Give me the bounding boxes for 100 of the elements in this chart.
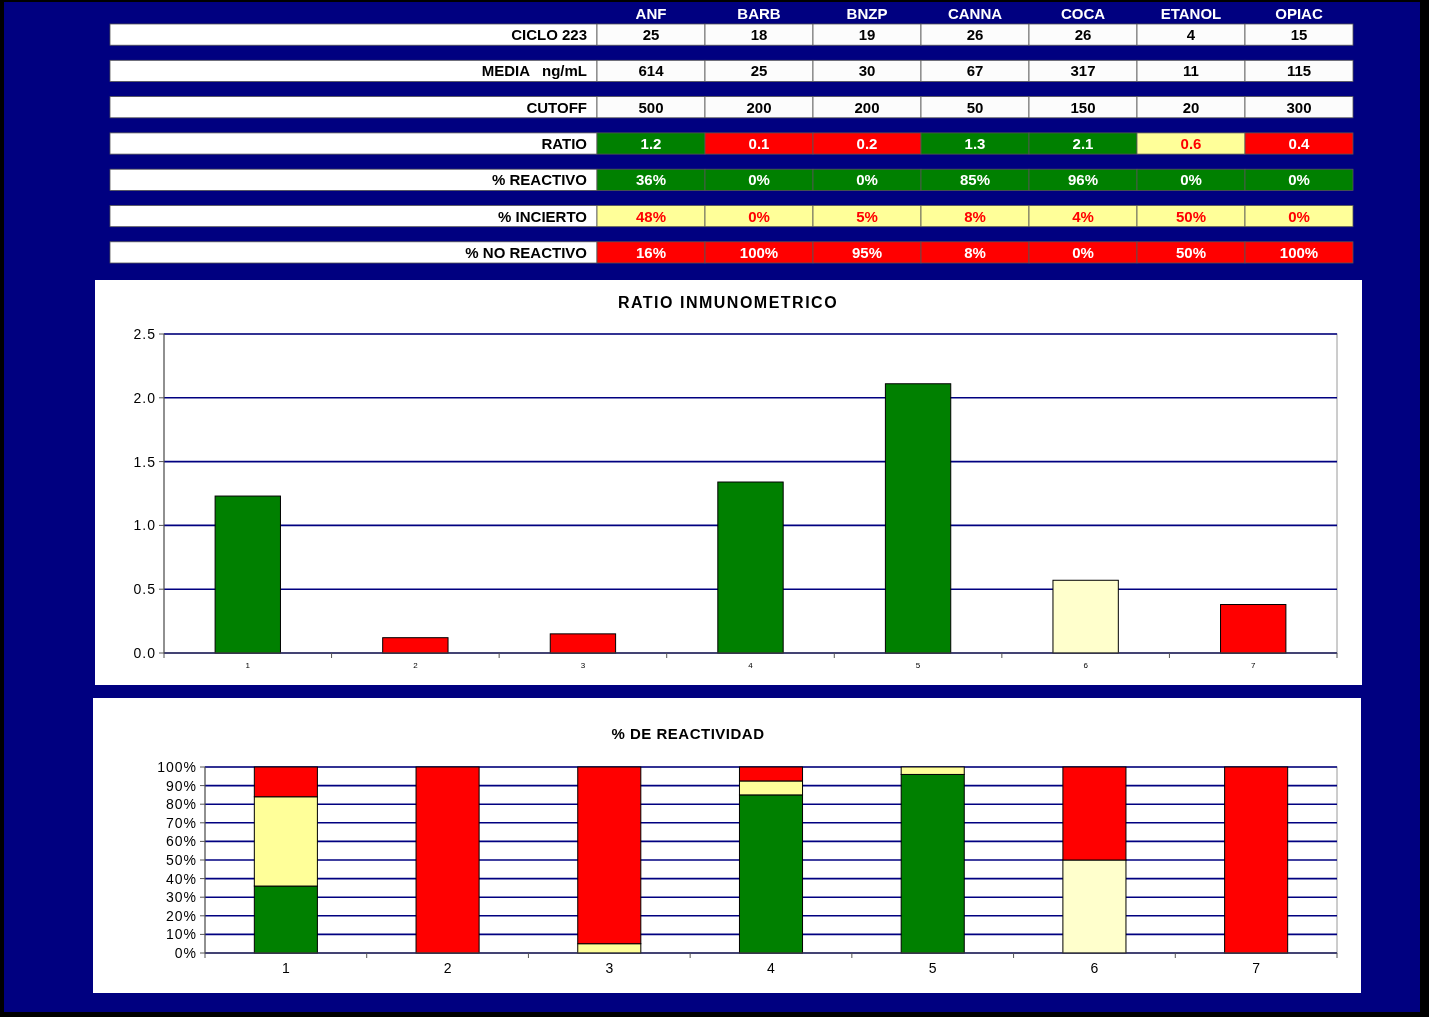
x-tick-label: 7 <box>1250 661 1256 670</box>
y-tick-label: % REACTIVO <box>491 171 588 189</box>
y-tick-label: 60% <box>165 833 197 850</box>
y-tick-label: 80% <box>165 796 197 813</box>
data-label: 15 <box>1290 26 1308 43</box>
data-label: 8% <box>964 207 986 225</box>
data-label: 25 <box>750 62 768 80</box>
data-label: 1.2 <box>640 134 662 152</box>
data-label: 150 <box>1070 98 1096 116</box>
data-label: 0% <box>1072 243 1094 261</box>
x-tick-label: 3 <box>605 960 614 976</box>
data-label: 36% <box>635 171 667 189</box>
data-label: 100% <box>1279 243 1319 261</box>
data-label: 85% <box>959 171 991 189</box>
data-label: 0% <box>1180 171 1202 189</box>
data-label: 300 <box>1286 98 1312 116</box>
y-tick-label: MEDIA ng/mL <box>481 62 587 80</box>
data-label: 614 <box>638 62 665 80</box>
data-label: 30 <box>858 62 876 80</box>
data-label: 26 <box>966 26 984 43</box>
data-label: 200 <box>746 98 772 116</box>
y-tick-label: 100% <box>157 759 197 776</box>
data-label: 0% <box>748 171 770 189</box>
data-label: 95% <box>851 243 883 261</box>
y-tick-label: 90% <box>165 777 197 794</box>
y-tick-label: 50% <box>165 852 197 869</box>
y-tick-label: 0% <box>174 945 197 962</box>
data-label: 16% <box>635 243 667 261</box>
data-label: 50% <box>1175 207 1207 225</box>
data-label: 2.1 <box>1072 134 1094 152</box>
data-label: 26 <box>1074 26 1092 43</box>
data-label: 115 <box>1286 62 1312 80</box>
data-label: 500 <box>638 98 664 116</box>
data-label: 0.4 <box>1288 134 1311 152</box>
y-tick-label: 1.5 <box>133 453 156 470</box>
data-label: 48% <box>635 207 667 225</box>
data-label: 100% <box>739 243 779 261</box>
x-tick-label: 4 <box>767 960 776 976</box>
bar <box>884 383 952 654</box>
x-tick-label: 1 <box>281 960 290 976</box>
data-label: 67 <box>966 62 984 80</box>
x-tick-label: 5 <box>915 661 921 670</box>
y-tick-label: % INCIERTO <box>498 207 588 225</box>
x-tick-label: BNZP <box>846 4 888 22</box>
x-tick-label: OPIAC <box>1275 4 1323 22</box>
bar <box>382 637 449 654</box>
bar <box>717 481 784 654</box>
data-label: 50 <box>966 98 984 116</box>
data-label: 0.2 <box>856 134 878 152</box>
x-tick-label: 6 <box>1090 960 1099 976</box>
data-label: 18 <box>750 26 768 43</box>
bar <box>214 495 281 654</box>
data-label: 96% <box>1067 171 1099 189</box>
x-tick-label: 6 <box>1083 661 1089 670</box>
x-tick-label: 4 <box>748 661 754 670</box>
data-label: 19 <box>858 26 876 43</box>
data-label: 8% <box>964 243 986 261</box>
y-tick-label: 30% <box>165 889 197 906</box>
data-label: 317 <box>1070 62 1096 80</box>
bar <box>1220 604 1287 654</box>
bar <box>415 766 480 954</box>
data-label: 200 <box>854 98 880 116</box>
data-label: 5% <box>856 207 878 225</box>
bar <box>549 633 617 654</box>
y-tick-label: 2.5 <box>133 326 156 343</box>
x-tick-label: 2 <box>413 661 419 670</box>
y-tick-label: 1.0 <box>133 517 156 534</box>
x-tick-label: COCA <box>1060 4 1106 22</box>
data-label: 0% <box>856 171 878 189</box>
x-tick-label: ETANOL <box>1160 4 1222 22</box>
chart-title: % DE REACTIVIDAD <box>611 725 765 742</box>
y-tick-label: % NO REACTIVO <box>465 243 588 261</box>
data-label: 4 <box>1186 26 1196 43</box>
data-label: 0% <box>1288 171 1310 189</box>
x-tick-label: 7 <box>1252 960 1261 976</box>
data-label: 25 <box>642 26 660 43</box>
x-tick-label: ANF <box>635 4 667 22</box>
data-label: 0.1 <box>748 134 770 152</box>
y-tick-label: 20% <box>165 907 197 924</box>
y-tick-label: 0.5 <box>133 581 156 598</box>
chart-title: RATIO INMUNOMETRICO <box>617 294 839 311</box>
data-label: 11 <box>1183 62 1199 80</box>
bar <box>1224 766 1289 954</box>
data-label: 4% <box>1072 207 1094 225</box>
x-tick-label: 5 <box>928 960 937 976</box>
y-tick-label: 40% <box>165 870 197 887</box>
y-tick-label: 10% <box>165 926 197 943</box>
y-tick-label: 70% <box>165 814 197 831</box>
y-tick-label: RATIO <box>541 134 588 152</box>
x-tick-label: 3 <box>580 661 586 670</box>
data-label: 0% <box>1288 207 1310 225</box>
bar <box>1052 579 1119 654</box>
data-label: 0% <box>748 207 770 225</box>
y-tick-label: CICLO 223 <box>511 26 587 43</box>
y-tick-label: 2.0 <box>133 389 156 406</box>
x-tick-label: 1 <box>245 661 251 670</box>
data-label: 50% <box>1175 243 1207 261</box>
x-tick-label: 2 <box>443 960 452 976</box>
y-tick-label: CUTOFF <box>526 98 587 116</box>
x-tick-label: BARB <box>737 4 781 22</box>
